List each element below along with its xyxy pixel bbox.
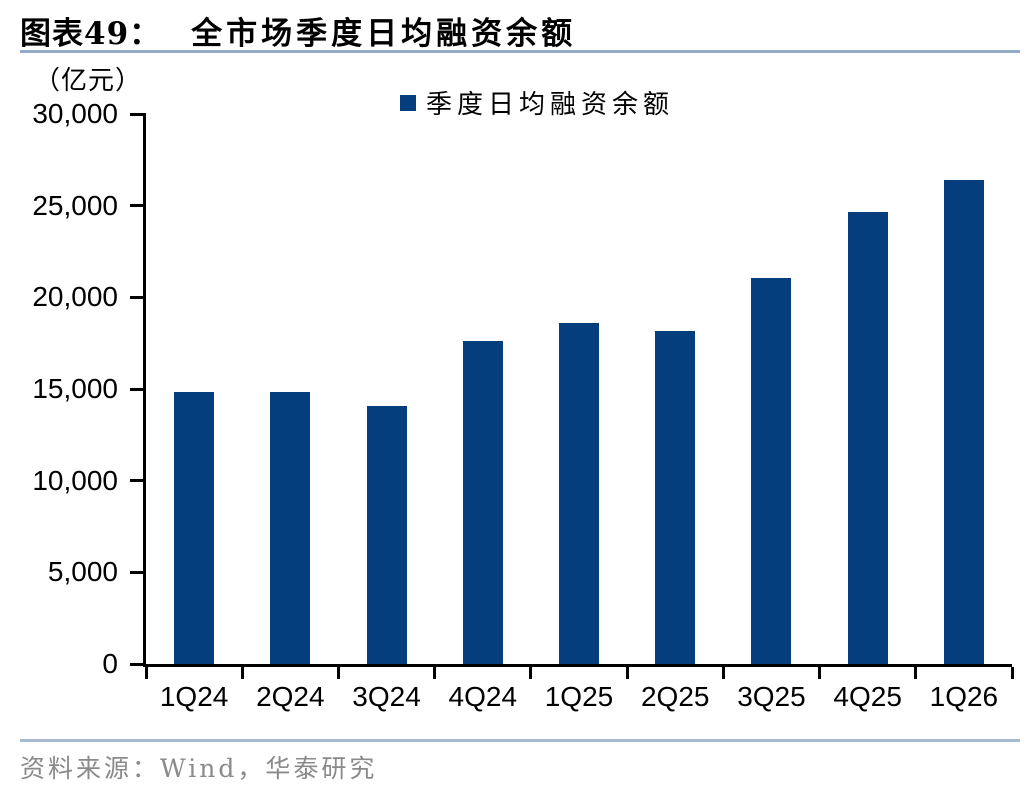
y-axis-tick [130,204,143,208]
x-axis-label-3Q25: 3Q25 [737,681,806,712]
x-axis-tick [336,667,340,679]
x-axis-label-4Q24: 4Q24 [448,681,518,712]
bar-1Q25 [559,323,599,664]
x-axis-label-1Q25: 1Q25 [544,681,614,712]
bar-3Q24 [366,406,407,664]
chart-title: 图表49： 全市场季度日均融资余额 [20,8,576,53]
figure-title-text: 全市场季度日均融资余额 [191,16,577,52]
legend-swatch-icon [400,94,416,111]
x-axis-label-2Q24: 2Q24 [256,681,325,712]
chart-legend: 季度日均融资余额 [400,84,674,121]
y-axis-tick [130,662,143,666]
bar-2Q25 [655,331,696,664]
bar-1Q24 [174,391,215,664]
y-axis-tick-label: 0 [102,648,118,679]
y-axis-tick-label: 30,000 [32,98,118,129]
bar-chart-plot-area: 0 5,000 10,000 15,000 20,000 25,000 30,000 1Q24… [32,100,1014,712]
x-axis-tick [240,667,244,679]
source-note: 资料来源：Wind，华泰研究 [20,754,378,783]
x-axis-tick [818,667,822,679]
bar-3Q25 [751,278,792,664]
y-axis-tick-label: 15,000 [32,373,118,404]
y-axis-tick [130,387,143,391]
x-axis-label-3Q24: 3Q24 [352,681,421,712]
x-axis-tick [433,667,437,679]
y-axis-tick-label: 20,000 [32,281,118,313]
y-axis-tick-label: 25,000 [32,189,118,221]
y-axis-tick [130,479,143,483]
x-axis-tick [625,667,629,679]
x-axis-label-1Q24: 1Q24 [159,681,229,712]
x-axis-label-2Q25: 2Q25 [640,681,710,712]
y-axis-unit-label: （亿元） [34,66,143,96]
y-axis-tick [130,295,143,299]
y-axis-tick-label: 10,000 [32,464,118,496]
x-axis-tick [144,667,148,679]
footer-divider [20,739,1020,742]
x-axis-tick [914,667,918,679]
y-axis-tick [130,570,143,574]
x-axis-tick [529,667,533,679]
x-axis-tick [721,667,725,679]
bar-1Q26 [943,180,984,664]
y-axis-line [143,113,146,667]
bar-4Q25 [847,212,888,664]
x-axis-tick [1010,667,1014,679]
bar-2Q24 [270,391,311,664]
bar-4Q24 [462,341,503,664]
legend-series-label: 季度日均融资余额 [426,90,675,120]
x-axis-line [143,664,1012,667]
x-axis-label-4Q25: 4Q25 [833,681,902,712]
title-divider [20,50,1020,53]
x-axis-label-1Q26: 1Q26 [929,681,999,712]
y-axis-tick [130,112,143,116]
figure-number: 图表49： [20,16,162,52]
y-axis-tick-label: 5,000 [47,556,118,588]
